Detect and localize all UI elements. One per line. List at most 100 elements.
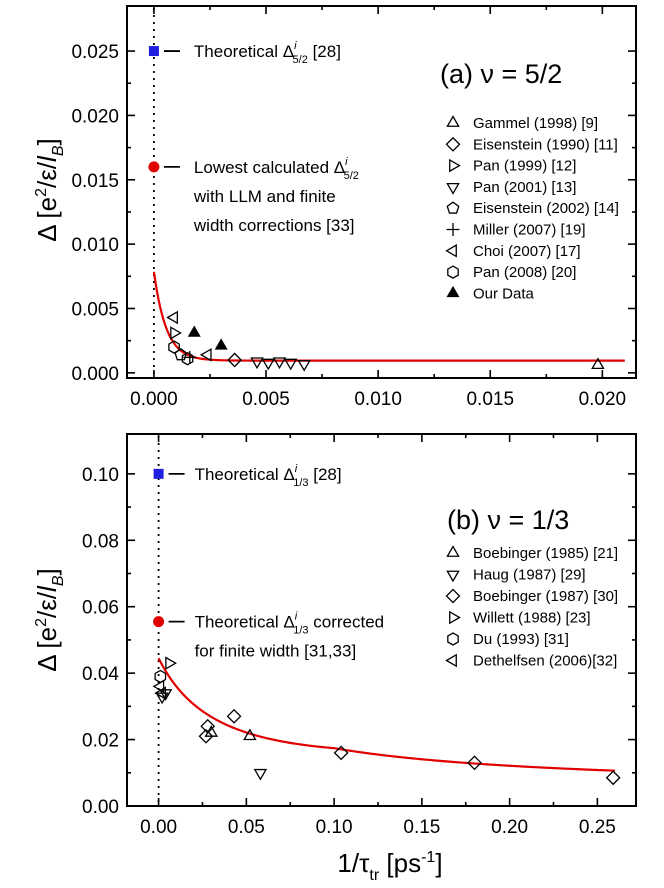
data-point-a-s0 (591, 357, 605, 370)
y-tick-label-a: 0.000 (71, 364, 119, 385)
legend-marker-a-s6 (445, 244, 457, 258)
legend-marker-a-s7 (447, 265, 459, 279)
theory-label-a-2-line3: width corrections [33] (193, 216, 355, 235)
data-point-a-s1 (227, 352, 243, 368)
data-point-a-s6 (199, 348, 212, 362)
legend-marker-b-s5 (445, 653, 457, 668)
y-tick-label-b: 0.10 (82, 465, 119, 486)
data-point-a-s3 (261, 358, 276, 371)
y-axis-label: Δ [e2/ε/lB] (32, 568, 67, 671)
data-point-b-s2 (333, 745, 349, 761)
legend-label-b-s4: Du (1993) [31] (473, 631, 569, 648)
y-tick-label-a: 0.005 (71, 299, 119, 320)
x-tick-label-a: 0.005 (242, 389, 290, 410)
data-point-a-s3 (283, 358, 298, 371)
y-tick-label-b: 0.00 (82, 797, 119, 818)
legend-marker-b-s4 (447, 632, 459, 646)
legend-marker-b-s1 (446, 570, 460, 583)
panel-title-a: (a) ν = 5/2 (440, 59, 562, 89)
x-tick-label-b: 0.10 (316, 817, 353, 838)
data-point-a-s3 (297, 359, 311, 372)
x-tick-label-a: 0.010 (354, 389, 402, 410)
data-point-b-s2 (200, 718, 216, 734)
data-point-a-s7 (181, 351, 194, 366)
legend-label-b-s1: Haug (1987) [29] (473, 567, 586, 584)
theory-label-b-2-line2: for finite width [31,33] (195, 642, 357, 661)
legend-marker-b-s3 (449, 610, 461, 625)
legend-label-a-s2: Pan (1999) [12] (473, 158, 576, 175)
legend-label-a-s6: Choi (2007) [17] (473, 243, 581, 260)
data-point-a-s8 (214, 338, 228, 350)
theory-label-b-1: Theoretical Δi 1/3 [28] (195, 463, 342, 489)
legend-label-a-s8: Our Data (473, 285, 535, 302)
data-point-a-s3 (272, 357, 287, 370)
theory-label-b-2-line1: Theoretical Δi 1/3 corrected (195, 611, 385, 637)
legend-label-b-s2: Boebinger (1987) [30] (473, 588, 618, 605)
y-tick-label-a: 0.010 (71, 235, 119, 256)
x-tick-label-b: 0.25 (579, 817, 616, 838)
x-tick-label-b: 0.20 (491, 817, 528, 838)
legend-label-a-s0: Gammel (1998) [9] (473, 115, 598, 132)
data-point-a-s6 (166, 310, 178, 325)
theory-point-square-a (148, 46, 159, 57)
x-tick-label-a: 0.020 (579, 389, 627, 410)
legend-marker-a-s5 (446, 223, 460, 236)
fit-curve-b (157, 657, 615, 772)
legend-marker-a-s2 (449, 158, 461, 173)
legend-label-a-s3: Pan (2001) [13] (473, 179, 576, 196)
data-point-b-s2 (467, 755, 482, 771)
y-axis-label: Δ [e2/ε/lB] (32, 138, 67, 241)
x-tick-label-a: 0.015 (466, 389, 514, 410)
legend-label-a-s1: Eisenstein (1990) [11] (473, 136, 618, 153)
theory-point-circle-a (148, 161, 160, 173)
data-point-a-s7 (168, 340, 180, 354)
data-point-b-s0 (243, 728, 257, 741)
legend-marker-a-s8 (446, 285, 460, 298)
y-tick-label-a: 0.015 (71, 171, 119, 192)
plot-frame-a (126, 5, 637, 379)
data-point-a-s5 (183, 350, 197, 364)
data-point-b-s1 (253, 768, 268, 781)
y-tick-label-b: 0.04 (82, 664, 119, 685)
x-axis-label: 1/τtr [ps-1] (337, 848, 442, 884)
legend-label-b-s3: Willett (1988) [23] (473, 610, 591, 627)
data-point-b-s2 (605, 770, 621, 786)
fit-curve-a (152, 271, 625, 362)
legend-label-a-s5: Miller (2007) [19] (473, 222, 586, 239)
x-tick-label-b: 0.05 (228, 817, 265, 838)
x-tick-label-a: 0.000 (130, 389, 178, 410)
legend-marker-b-s2 (445, 588, 461, 604)
legend-marker-a-s1 (445, 136, 461, 152)
theory-point-square-b (153, 468, 164, 479)
y-tick-label-b: 0.08 (82, 531, 119, 552)
legend-marker-a-s4 (446, 201, 460, 214)
data-point-b-s5 (152, 679, 165, 694)
legend-marker-b-s0 (446, 545, 460, 557)
panel-title-b: (b) ν = 1/3 (447, 505, 569, 535)
x-tick-label-b: 0.15 (403, 817, 440, 838)
data-point-a-s8 (187, 325, 201, 337)
y-tick-label-a: 0.020 (71, 106, 119, 127)
y-tick-label-b: 0.02 (82, 731, 119, 752)
panel-b: 0.00 0.05 0.10 0.15 0.20 0.25 0.00 0.02 0.04 0.06… (32, 433, 637, 884)
data-point-a-s3 (250, 357, 264, 370)
legend-label-b-s5: Dethelfsen (2006)[32] (473, 653, 617, 670)
data-point-b-s3 (165, 656, 177, 670)
theory-point-circle-b (153, 616, 165, 628)
y-tick-label-b: 0.06 (82, 598, 119, 619)
legend-marker-a-s0 (446, 115, 460, 127)
data-point-b-s2 (226, 708, 242, 724)
theory-label-a-1: Theoretical Δi 5/2 [28] (194, 40, 341, 66)
legend-marker-a-s3 (446, 182, 460, 195)
theory-label-a-2-line1: Lowest calculated Δi 5/2 (194, 156, 359, 182)
legend-label-b-s0: Boebinger (1985) [21] (473, 545, 618, 562)
theory-label-a-2-line2: with LLM and finite (193, 187, 336, 206)
x-tick-label-b: 0.00 (140, 817, 177, 838)
plot-frame-b (126, 433, 637, 807)
legend-label-a-s7: Pan (2008) [20] (473, 264, 576, 281)
y-tick-label-a: 0.025 (71, 42, 119, 63)
legend-label-a-s4: Eisenstein (2002) [14] (473, 200, 619, 217)
data-point-a-s2 (170, 326, 182, 340)
panel-a: 0.000 0.005 0.010 0.015 0.020 0.000 0.005 0.010… (32, 5, 637, 410)
